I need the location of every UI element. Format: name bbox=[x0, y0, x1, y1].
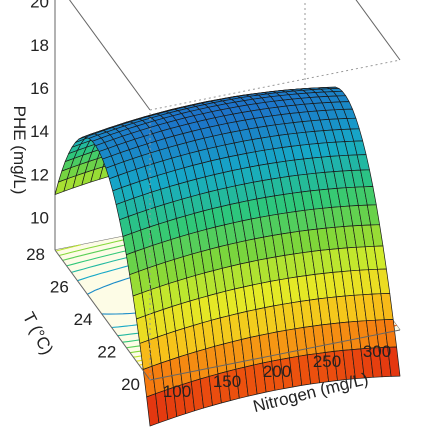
x-tick-label: 150 bbox=[213, 372, 241, 391]
response-surface bbox=[54, 86, 401, 427]
box-edge-floor-left bbox=[54, 249, 151, 381]
y-tick-label: 22 bbox=[97, 343, 116, 362]
y-tick-label: 20 bbox=[121, 375, 140, 394]
x-tick-label: 300 bbox=[363, 342, 391, 361]
y-tick-label: 24 bbox=[74, 310, 93, 329]
x-tick-label: 250 bbox=[313, 352, 341, 371]
x-tick-label: 100 bbox=[163, 382, 191, 401]
surface-cell bbox=[387, 346, 401, 377]
z-tick-label: 20 bbox=[30, 0, 49, 12]
z-axis-label: PHE (mg/L) bbox=[10, 106, 29, 195]
z-tick-label: 10 bbox=[30, 209, 49, 228]
x-tick-label: 200 bbox=[263, 362, 291, 381]
z-tick-label: 18 bbox=[30, 36, 49, 55]
box-edge-top-left bbox=[68, 0, 151, 111]
z-tick-label: 12 bbox=[30, 165, 49, 184]
z-tick-label: 14 bbox=[30, 122, 49, 141]
box-edge-top-right bbox=[355, 0, 401, 61]
bounding-box-front bbox=[54, 110, 401, 381]
y-tick-label: 28 bbox=[26, 245, 45, 264]
y-axis-label: T (°C) bbox=[19, 309, 57, 358]
z-tick-label: 16 bbox=[30, 79, 49, 98]
box-edge-floor-front bbox=[149, 329, 401, 381]
y-tick-label: 26 bbox=[50, 278, 69, 297]
